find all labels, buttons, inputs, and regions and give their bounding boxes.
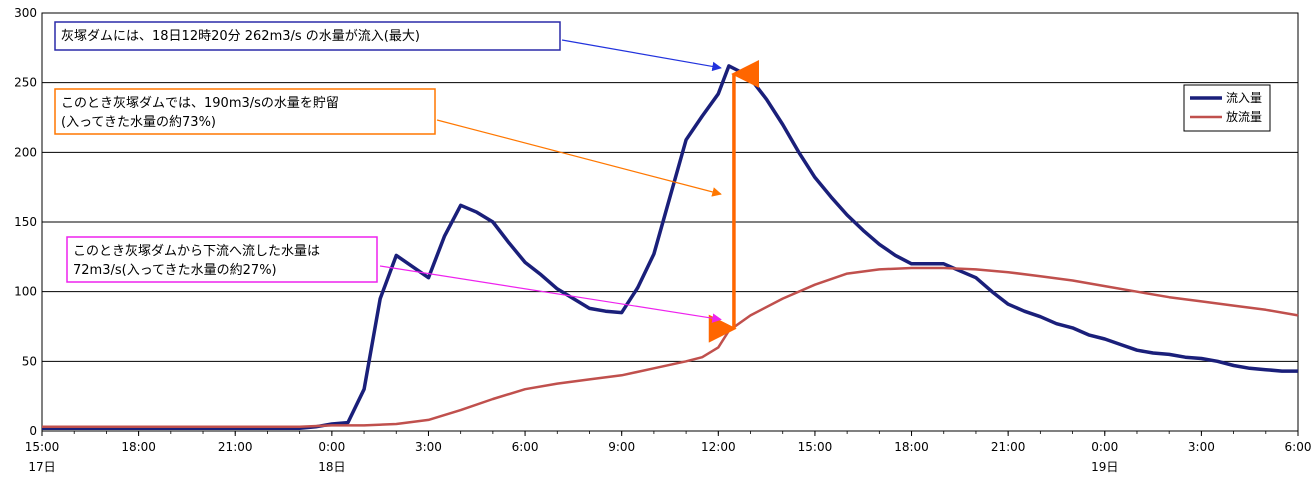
annotation-text: (入ってきた水量の約73%) bbox=[61, 115, 216, 130]
x-tick-label: 18:00 bbox=[121, 440, 156, 454]
annotation-layer: 灰塚ダムには、18日12時20分 262m3/s の水量が流入(最大) このとき灰… bbox=[54, 21, 722, 323]
y-tick-label: 0 bbox=[29, 424, 37, 438]
grid-layer bbox=[41, 12, 1299, 432]
y-tick-label: 100 bbox=[14, 285, 37, 299]
x-tick-label: 18:00 bbox=[894, 440, 929, 454]
annotation-box bbox=[66, 236, 378, 283]
annotation-text: 72m3/s(入ってきた水量の約27%) bbox=[73, 263, 277, 278]
x-date-label: 18日 bbox=[318, 460, 345, 474]
x-tick-label: 0:00 bbox=[318, 440, 345, 454]
x-tick-label: 15:00 bbox=[798, 440, 833, 454]
annotation-arrow bbox=[436, 119, 722, 197]
annotation-release: このとき灰塚ダムから下流へ流した水量は 72m3/s(入ってきた水量の約27%) bbox=[66, 236, 722, 323]
y-tick-label: 50 bbox=[22, 354, 37, 368]
legend-box bbox=[1183, 84, 1271, 132]
x-date-label: 17日 bbox=[28, 460, 55, 474]
x-tick-label: 21:00 bbox=[218, 440, 253, 454]
annotation-text: このとき灰塚ダムでは、190m3/sの水量を貯留 bbox=[61, 96, 339, 111]
annotation-text: このとき灰塚ダムから下流へ流した水量は bbox=[73, 244, 320, 259]
annotation-arrow bbox=[379, 265, 722, 323]
annotation-text: 灰塚ダムには、18日12時20分 262m3/s の水量が流入(最大) bbox=[61, 29, 420, 44]
annotation-box bbox=[54, 21, 561, 51]
y-tick-label: 200 bbox=[14, 145, 37, 159]
x-tick-label: 9:00 bbox=[608, 440, 635, 454]
x-tick-label: 21:00 bbox=[991, 440, 1026, 454]
annotation-peak: 灰塚ダムには、18日12時20分 262m3/s の水量が流入(最大) bbox=[54, 21, 722, 72]
annotation-box bbox=[54, 88, 436, 135]
x-tick-label: 3:00 bbox=[1188, 440, 1215, 454]
x-date-label: 19日 bbox=[1091, 460, 1118, 474]
x-tick-label: 15:00 bbox=[25, 440, 60, 454]
x-tick-label: 12:00 bbox=[701, 440, 736, 454]
annotation-storage: このとき灰塚ダムでは、190m3/sの水量を貯留 (入ってきた水量の約73%) bbox=[54, 88, 722, 197]
x-tick-label: 0:00 bbox=[1091, 440, 1118, 454]
x-tick-label: 6:00 bbox=[1285, 440, 1312, 454]
y-tick-label: 150 bbox=[14, 215, 37, 229]
x-tick-label: 6:00 bbox=[512, 440, 539, 454]
legend-label: 流入量 bbox=[1226, 91, 1262, 105]
annotation-arrow bbox=[561, 39, 722, 72]
y-tick-label: 300 bbox=[14, 6, 37, 20]
y-tick-label: 250 bbox=[14, 76, 37, 90]
x-tick-label: 3:00 bbox=[415, 440, 442, 454]
axis-layer: 0 50 100 150 200 250 300 15:00 18:00 21:00 0:00 3:0… bbox=[14, 6, 1311, 474]
legend-label: 放流量 bbox=[1226, 109, 1262, 124]
